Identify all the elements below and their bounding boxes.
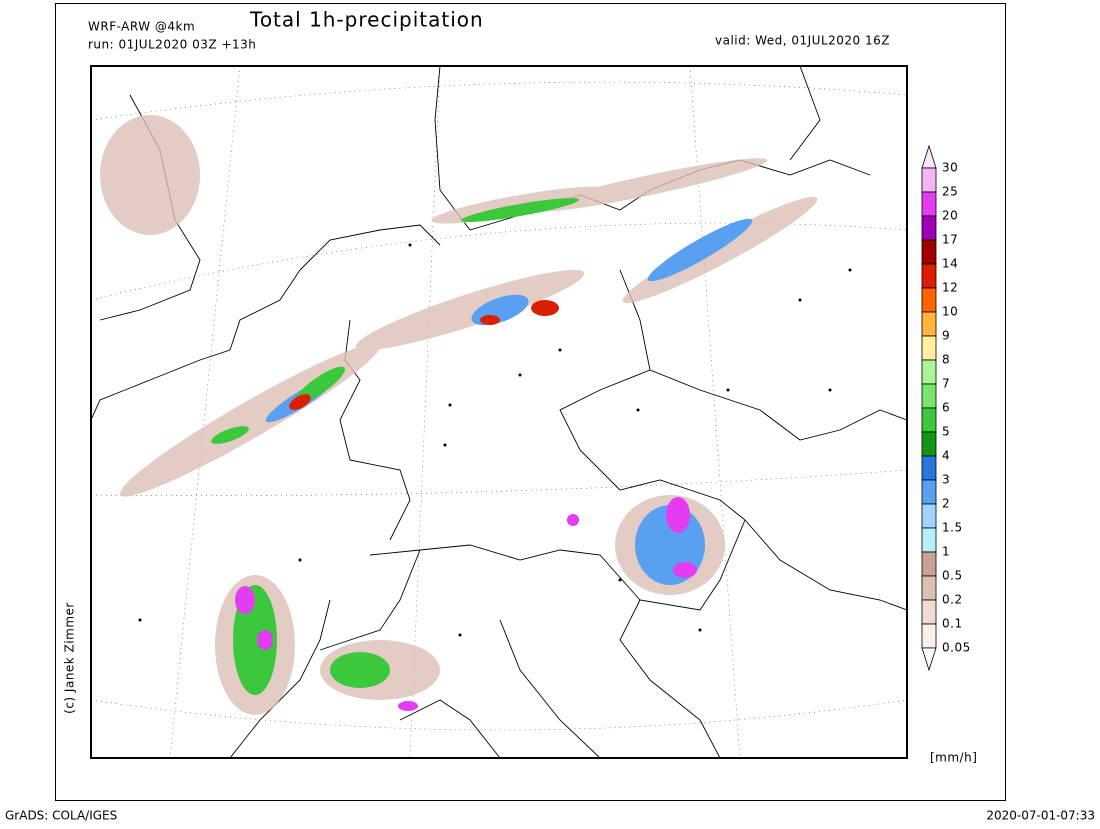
colorbar-box [921,575,937,601]
colorbar-box [921,431,937,457]
colorbar-box [921,527,937,553]
colorbar-label: 12 [942,281,958,295]
colorbar-label: 0.05 [942,641,971,655]
colorbar-box [921,623,937,649]
borders [91,66,907,758]
colorbar-box [921,407,937,433]
colorbar-box [921,359,937,385]
colorbar-box [921,455,937,481]
colorbar-label: 9 [942,329,950,343]
colorbar-label: 0.2 [942,593,963,607]
footer-right: 2020-07-01-07:33 [986,809,1095,823]
colorbar-label: 6 [942,401,950,415]
colorbar-box [921,239,937,265]
outer-frame [55,3,1006,801]
colorbar-label: 0.5 [942,569,963,583]
colorbar-label: 5 [942,425,950,439]
colorbar-box [921,191,937,217]
colorbar-label: 30 [942,161,958,175]
colorbar-box [921,215,937,241]
colorbar-label: 4 [942,449,950,463]
colorbar-box [921,479,937,505]
credit: (c) Janek Zimmer [63,602,77,714]
colorbar-box [921,167,937,193]
colorbar-label: 3 [942,473,950,487]
colorbar-label: 25 [942,185,958,199]
colorbar-box [921,383,937,409]
map-area [90,65,908,759]
colorbar-label: 17 [942,233,958,247]
colorbar-label: 20 [942,209,958,223]
colorbar: 30 25 20 17 14 12 10 9 8 7 6 5 4 3 2 1.5 1 0.5 0.2 0.1 0.05 [921,144,971,672]
colorbar-box [921,335,937,361]
colorbar-label: 2 [942,497,950,511]
colorbar-box [921,287,937,313]
colorbar-box [921,263,937,289]
colorbar-label: 1.5 [942,521,963,535]
colorbar-box [921,599,937,625]
colorbar-box [921,311,937,337]
footer-left: GrADS: COLA/IGES [5,809,117,823]
precipitation [100,115,852,715]
colorbar-box [921,551,937,577]
valid-label: valid: Wed, 01JUL2020 16Z [715,34,890,48]
colorbar-label: 14 [942,257,958,271]
map-title: Total 1h-precipitation [249,8,484,32]
map-frame [90,65,908,759]
run-label: run: 01JUL2020 03Z +13h [88,38,256,52]
colorbar-label: 8 [942,353,950,367]
colorbar-label: 10 [942,305,958,319]
colorbar-label: 1 [942,545,950,559]
colorbar-label: 7 [942,377,950,391]
colorbar-label: 0.1 [942,617,963,631]
colorbar-triangle [921,647,937,672]
colorbar-unit: [mm/h] [930,751,977,765]
model-label: WRF-ARW @4km [88,20,195,34]
colorbar-box [921,503,937,529]
